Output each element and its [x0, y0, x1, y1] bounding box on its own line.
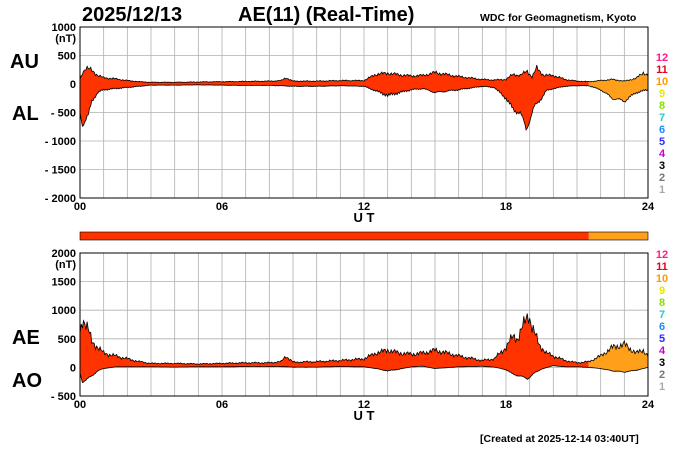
aeao-level-legend-5: 5	[659, 333, 665, 345]
aual-lower-series-al	[79, 84, 649, 131]
aeao-upper-series-ae	[79, 313, 649, 365]
aeao-xtick-label: 00	[74, 399, 86, 411]
aeao-ytick-label: - 500	[51, 391, 76, 403]
aual-level-legend-2: 2	[659, 172, 665, 184]
aual-ytick-label: - 2000	[45, 193, 76, 205]
aeao-xaxis-label: U T	[354, 408, 375, 423]
aeao-level-legend-2: 2	[659, 369, 665, 381]
aeao-level-legend-4: 4	[659, 345, 666, 357]
aeao-level-legend-12: 12	[656, 249, 668, 261]
aeao-level-legend-11: 11	[656, 261, 668, 273]
aual-level-legend-10: 10	[656, 76, 668, 88]
aual-level-legend-5: 5	[659, 136, 665, 148]
aual-ytick-label: - 1000	[45, 136, 76, 148]
aeao-level-legend-1: 1	[659, 381, 665, 393]
aeao-xtick-label: 12	[358, 399, 370, 411]
aual-ytick-label: 500	[58, 51, 76, 63]
aual-level-legend-3: 3	[659, 160, 665, 172]
aeao-band-fill-late	[588, 341, 648, 373]
al-side-label: AL	[12, 103, 39, 125]
data-source: WDC for Geomagnetism, Kyoto	[480, 12, 637, 24]
aeao-ytick-label: 2000	[52, 248, 76, 260]
aeao-ytick-label: 1500	[52, 277, 76, 289]
au-side-label: AU	[10, 51, 39, 73]
aual-unit-label: (nT)	[55, 33, 76, 45]
aeao-level-legend-7: 7	[659, 309, 665, 321]
aeao-xtick-label: 18	[500, 399, 512, 411]
aual-level-legend-6: 6	[659, 124, 665, 136]
aual-level-legend-7: 7	[659, 112, 665, 124]
aual-level-legend-4: 4	[659, 148, 666, 160]
aual-band-fill	[80, 65, 589, 130]
station-count-bar	[80, 232, 589, 240]
aual-level-legend-9: 9	[659, 88, 665, 100]
aual-level-legend-1: 1	[659, 184, 665, 196]
created-timestamp: [Created at 2025-12-14 03:40UT]	[480, 433, 639, 445]
chart-date: 2025/12/13	[82, 4, 183, 26]
chart-title: AE(11) (Real-Time)	[238, 4, 415, 26]
aeao-unit-label: (nT)	[55, 259, 76, 271]
station-count-bar-frame	[79, 231, 649, 241]
aual-band-fill-late	[588, 72, 648, 102]
aual-level-legend-12: 12	[656, 52, 668, 64]
aual-xtick-label: 12	[358, 201, 370, 213]
aual-upper-series-au	[79, 65, 649, 83]
aeao-ytick-label: 1000	[52, 305, 76, 317]
aual-level-legend-8: 8	[659, 100, 665, 112]
aual-xtick-label: 00	[74, 201, 86, 213]
ao-side-label: AO	[12, 370, 42, 392]
aual-ytick-label: 1000	[52, 22, 76, 34]
aeao-xtick-label: 06	[216, 399, 228, 411]
aeao-xtick-label: 24	[642, 399, 655, 411]
aeao-level-legend-10: 10	[656, 273, 668, 285]
aeao-plot-frame	[79, 252, 649, 397]
aual-level-legend-11: 11	[656, 64, 668, 76]
aeao-level-legend-8: 8	[659, 297, 665, 309]
aual-xtick-label: 24	[642, 201, 655, 213]
aeao-level-legend-3: 3	[659, 357, 665, 369]
aeao-band-fill	[80, 313, 589, 383]
aeao-level-legend-9: 9	[659, 285, 665, 297]
aeao-ytick-label: 500	[58, 334, 76, 346]
aual-ytick-label: - 500	[51, 108, 76, 120]
ae-side-label: AE	[12, 327, 40, 349]
aual-xaxis-label: U T	[354, 210, 375, 225]
aual-plot-frame	[79, 26, 649, 199]
aeao-level-legend-6: 6	[659, 321, 665, 333]
aual-ytick-label: 0	[70, 79, 76, 91]
aual-ytick-label: - 1500	[45, 165, 76, 177]
aual-xtick-label: 18	[500, 201, 512, 213]
aual-xtick-label: 06	[216, 201, 228, 213]
aeao-lower-series-ao	[79, 364, 649, 383]
station-count-bar-late	[588, 232, 648, 240]
aeao-ytick-label: 0	[70, 362, 76, 374]
